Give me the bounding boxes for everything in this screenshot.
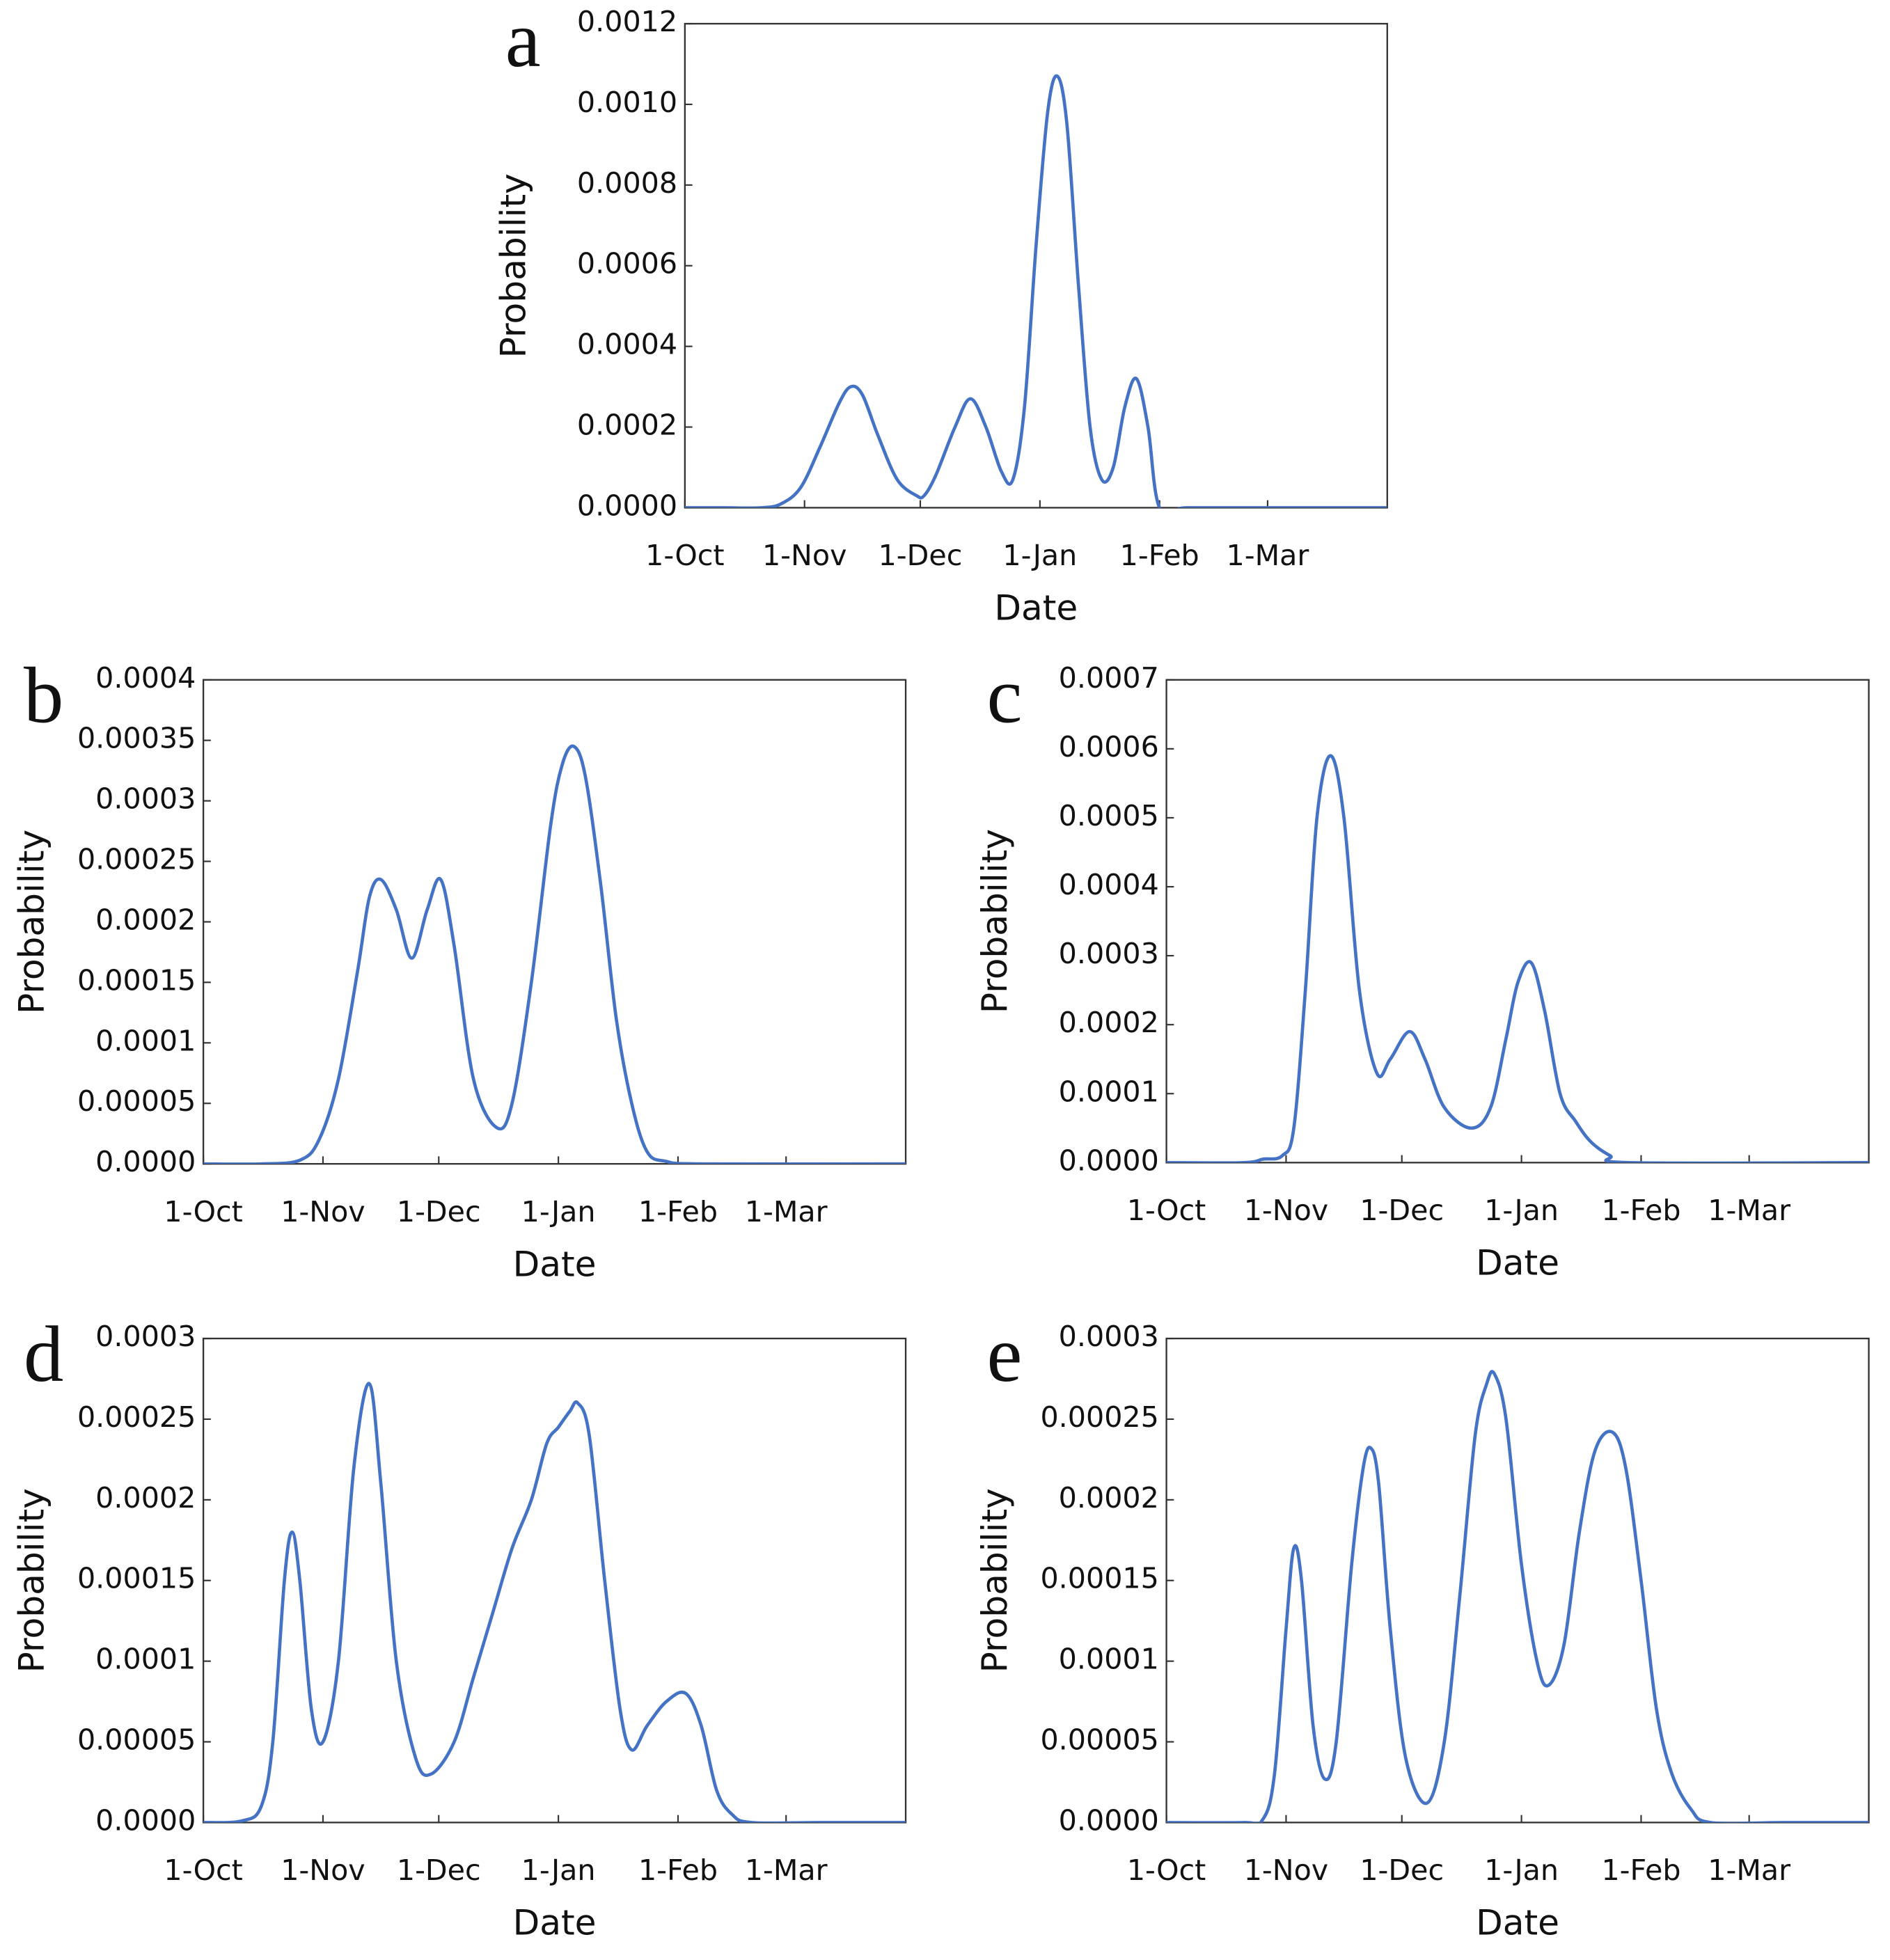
x-tick-label: 1-Feb bbox=[1601, 1854, 1680, 1887]
density-line bbox=[203, 744, 906, 1164]
y-tick-label: 0.0000 bbox=[95, 1145, 196, 1178]
y-tick-label: 0.0000 bbox=[1059, 1803, 1159, 1837]
y-tick-label: 0.0006 bbox=[1059, 730, 1159, 764]
y-tick-label: 0.00035 bbox=[77, 722, 196, 755]
x-tick-label: 1-Jan bbox=[1484, 1194, 1559, 1227]
y-tick-label: 0.0001 bbox=[1059, 1075, 1159, 1108]
y-tick-label: 0.00025 bbox=[77, 1400, 196, 1434]
y-tick-label: 0.0003 bbox=[95, 1320, 196, 1353]
x-tick-label: 1-Nov bbox=[281, 1854, 365, 1887]
y-tick-label: 0.0004 bbox=[577, 328, 677, 361]
x-axis-label: Date bbox=[513, 1243, 597, 1284]
x-tick-label: 1-Dec bbox=[397, 1854, 481, 1887]
y-tick-label: 0.0003 bbox=[95, 782, 196, 816]
x-axis-label: Date bbox=[1476, 1902, 1559, 1943]
x-tick-label: 1-Oct bbox=[164, 1195, 242, 1228]
y-axis-label: Probability bbox=[974, 1488, 1015, 1673]
panel-letter: b bbox=[24, 651, 63, 740]
y-tick-label: 0.00025 bbox=[77, 843, 196, 876]
y-tick-label: 0.0003 bbox=[1059, 937, 1159, 970]
x-tick-label: 1-Jan bbox=[521, 1854, 596, 1887]
plot-frame bbox=[1165, 679, 1870, 1164]
y-tick-label: 0.0000 bbox=[95, 1803, 196, 1837]
y-tick-label: 0.0001 bbox=[95, 1643, 196, 1676]
chart-panel: 0.0000 0.00005 0.0001 0.00015 0.0002 0.00025 0… bbox=[974, 1310, 1870, 1943]
x-tick-label: 1-Feb bbox=[1601, 1194, 1680, 1227]
panel-letter: d bbox=[24, 1310, 63, 1398]
chart-panel: 0.0000 0.00005 0.0001 0.00015 0.0002 0.00025 0… bbox=[11, 651, 907, 1284]
x-tick-label: 1-Oct bbox=[645, 539, 724, 572]
y-tick-label: 0.0005 bbox=[1059, 799, 1159, 832]
density-line bbox=[684, 74, 1387, 508]
x-tick-label: 1-Oct bbox=[1127, 1854, 1206, 1887]
y-tick-label: 0.0007 bbox=[1059, 661, 1159, 695]
x-tick-label: 1-Nov bbox=[1244, 1194, 1328, 1227]
y-tick-label: 0.0002 bbox=[1059, 1006, 1159, 1039]
y-tick-label: 0.0003 bbox=[1059, 1320, 1159, 1353]
y-tick-label: 0.0006 bbox=[577, 247, 677, 280]
x-tick-label: 1-Oct bbox=[164, 1854, 242, 1887]
y-axis-label: Probability bbox=[974, 829, 1015, 1013]
y-tick-label: 0.0002 bbox=[95, 1481, 196, 1515]
y-tick-label: 0.00025 bbox=[1040, 1400, 1158, 1434]
x-tick-label: 1-Nov bbox=[281, 1195, 365, 1228]
x-tick-label: 1-Dec bbox=[1360, 1194, 1444, 1227]
x-tick-label: 1-Jan bbox=[521, 1195, 596, 1228]
y-tick-label: 0.00015 bbox=[77, 1562, 196, 1595]
x-tick-label: 1-Feb bbox=[1120, 539, 1199, 572]
density-line bbox=[1166, 754, 1869, 1163]
y-tick-label: 0.0002 bbox=[95, 903, 196, 936]
density-line bbox=[203, 1382, 906, 1823]
x-tick-label: 1-Dec bbox=[1360, 1854, 1444, 1887]
y-tick-label: 0.00005 bbox=[1040, 1723, 1158, 1757]
x-tick-label: 1-Mar bbox=[1708, 1194, 1790, 1227]
x-tick-label: 1-Jan bbox=[1002, 539, 1077, 572]
y-tick-label: 0.0004 bbox=[95, 661, 196, 695]
y-axis-label: Probability bbox=[11, 1488, 52, 1673]
chart-panel: 0.0000 0.0001 0.0002 0.0003 0.0004 0.0005 0.00… bbox=[974, 651, 1870, 1283]
x-tick-label: 1-Jan bbox=[1484, 1854, 1559, 1887]
y-tick-label: 0.0008 bbox=[577, 166, 677, 200]
plot-frame bbox=[202, 1337, 907, 1824]
x-tick-label: 1-Mar bbox=[1227, 539, 1309, 572]
density-line bbox=[1166, 1370, 1869, 1823]
x-axis-label: Date bbox=[513, 1902, 597, 1943]
x-tick-label: 1-Feb bbox=[638, 1854, 718, 1887]
y-tick-label: 0.0000 bbox=[1059, 1144, 1159, 1177]
y-tick-label: 0.0002 bbox=[577, 409, 677, 442]
plot-frame bbox=[1165, 1337, 1870, 1824]
y-tick-label: 0.0004 bbox=[1059, 868, 1159, 901]
x-tick-label: 1-Mar bbox=[745, 1195, 828, 1228]
x-axis-label: Date bbox=[994, 587, 1078, 629]
y-tick-label: 0.0000 bbox=[577, 489, 677, 522]
y-tick-label: 0.00015 bbox=[1040, 1562, 1158, 1595]
panel-letter: a bbox=[505, 0, 541, 84]
x-tick-label: 1-Mar bbox=[1708, 1854, 1790, 1887]
x-tick-label: 1-Nov bbox=[1244, 1854, 1328, 1887]
x-tick-label: 1-Feb bbox=[638, 1195, 718, 1228]
y-tick-label: 0.0001 bbox=[1059, 1643, 1159, 1676]
chart-panel: 0.0000 0.0002 0.0004 0.0006 0.0008 0.0010 0.00… bbox=[492, 0, 1388, 629]
y-tick-label: 0.00005 bbox=[77, 1084, 196, 1118]
plot-frame bbox=[202, 679, 907, 1165]
y-tick-label: 0.00005 bbox=[77, 1723, 196, 1757]
y-tick-label: 0.0001 bbox=[95, 1024, 196, 1057]
y-axis-label: Probability bbox=[11, 830, 52, 1014]
chart-panel: 0.0000 0.00005 0.0001 0.00015 0.0002 0.00025 0… bbox=[11, 1310, 907, 1943]
panel-letter: e bbox=[987, 1310, 1023, 1398]
x-tick-label: 1-Mar bbox=[745, 1854, 828, 1887]
y-tick-label: 0.00015 bbox=[77, 963, 196, 997]
x-axis-label: Date bbox=[1476, 1242, 1559, 1283]
y-tick-label: 0.0010 bbox=[577, 86, 677, 119]
y-tick-label: 0.0012 bbox=[577, 5, 677, 38]
y-axis-label: Probability bbox=[492, 173, 533, 358]
y-tick-label: 0.0002 bbox=[1059, 1481, 1159, 1515]
x-tick-label: 1-Dec bbox=[397, 1195, 481, 1228]
x-tick-label: 1-Nov bbox=[762, 539, 846, 572]
x-tick-label: 1-Oct bbox=[1127, 1194, 1206, 1227]
panel-letter: c bbox=[987, 651, 1023, 740]
x-tick-label: 1-Dec bbox=[879, 539, 963, 572]
